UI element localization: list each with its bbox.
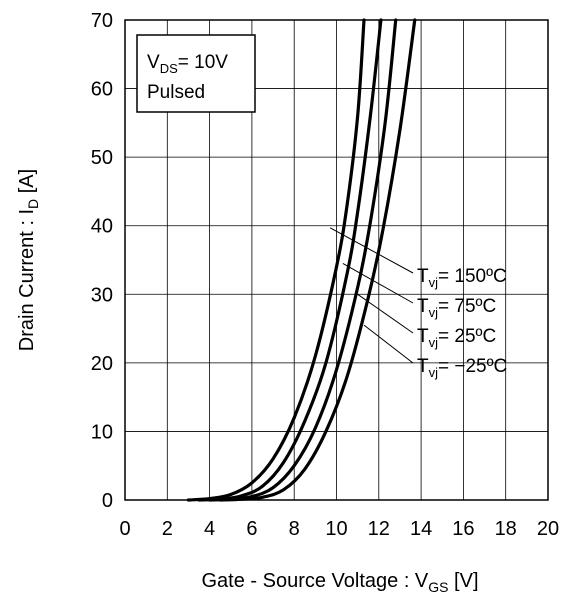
y-tick-label: 50 xyxy=(91,147,113,169)
x-tick-label: 12 xyxy=(368,518,390,540)
plot-frame xyxy=(124,19,549,501)
leader-line-1 xyxy=(342,262,414,304)
condition-box-frame xyxy=(136,34,256,113)
leader-line-3 xyxy=(363,324,414,364)
y-tick-label: 40 xyxy=(91,216,113,238)
x-axis-title: Gate - Source Voltage : VGS [V] xyxy=(201,570,478,595)
x-tick-label: 10 xyxy=(325,518,347,540)
condition-vds: VDS= 10V xyxy=(147,52,228,76)
series-annotations: Tvj= 150ºC Tvj= 75ºC Tvj= 25ºC Tvj= −25ºC xyxy=(329,227,507,380)
x-tick-label: 8 xyxy=(289,518,300,540)
leader-line-0 xyxy=(329,227,414,274)
series-line-1 xyxy=(197,18,383,502)
series-label-2: Tvj= 25ºC xyxy=(417,326,496,350)
y-tick-label: 0 xyxy=(102,490,113,512)
leader-line-2 xyxy=(357,293,414,334)
x-tick-label: 18 xyxy=(495,518,517,540)
series-line-0 xyxy=(186,18,366,502)
x-tick-label: 20 xyxy=(537,518,559,540)
y-axis-title: Drain Current : ID [A] xyxy=(16,169,41,351)
x-tick-label: 16 xyxy=(452,518,474,540)
condition-pulsed: Pulsed xyxy=(147,82,205,103)
x-tick-label: 2 xyxy=(162,518,173,540)
x-tick-label: 6 xyxy=(246,518,257,540)
y-tick-label: 60 xyxy=(91,79,113,101)
x-tick-label: 0 xyxy=(119,518,130,540)
series-label-0: Tvj= 150ºC xyxy=(417,266,507,290)
condition-box: VDS= 10V Pulsed xyxy=(136,34,256,113)
y-tick-label: 30 xyxy=(91,284,113,306)
x-tick-labels: 0 2 4 6 8 10 12 14 16 18 20 xyxy=(119,518,559,540)
y-tick-label: 10 xyxy=(91,421,113,443)
series-line-3 xyxy=(218,18,417,502)
series-label-1: Tvj= 75ºC xyxy=(417,296,496,320)
series-line-2 xyxy=(208,18,398,502)
x-tick-label: 4 xyxy=(204,518,215,540)
curves xyxy=(186,18,417,502)
y-tick-label: 20 xyxy=(91,353,113,375)
y-tick-labels: 0 10 20 30 40 50 60 70 xyxy=(91,10,113,512)
x-tick-label: 14 xyxy=(410,518,432,540)
series-label-3: Tvj= −25ºC xyxy=(417,356,507,380)
y-tick-label: 70 xyxy=(91,10,113,32)
